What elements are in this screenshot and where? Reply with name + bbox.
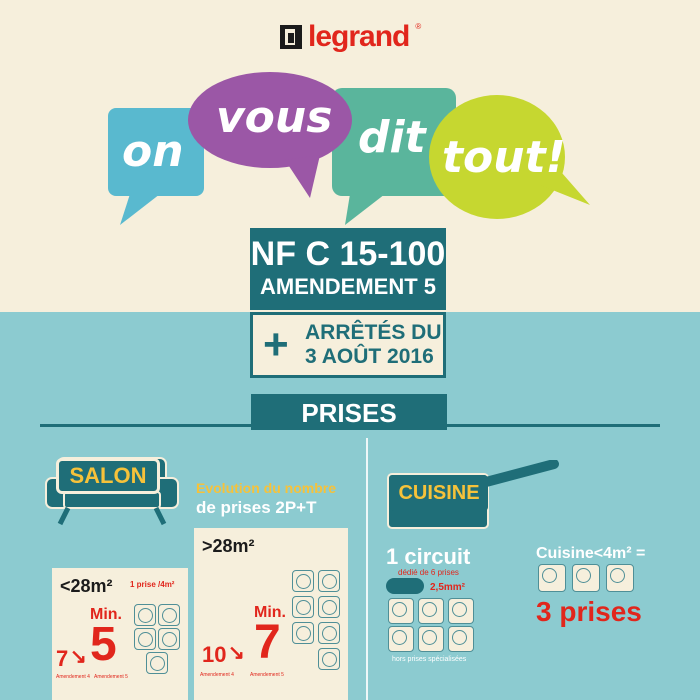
evolution-line1: Evolution du nombre: [196, 480, 336, 496]
norm-title: NF C 15-100: [250, 235, 446, 273]
word-on: on: [122, 126, 184, 177]
big-min-value: 7: [254, 616, 281, 669]
logo-text: legrand: [308, 20, 410, 53]
big-foot-left: Amendement 4: [200, 672, 234, 678]
bubble-tout: [429, 95, 590, 219]
bubble-dit: [332, 88, 456, 225]
outlet-icon: [388, 626, 414, 652]
outlet-icon: [448, 626, 474, 652]
outlet-icon: [292, 622, 314, 644]
outlet-icon: [158, 628, 180, 650]
word-dit: dit: [358, 112, 426, 163]
small-area: <28m²: [60, 576, 113, 596]
small-foot-right: Amendement 5: [94, 674, 128, 680]
cuisine-circuit-outlets: [388, 598, 480, 654]
bubble-vous: [188, 72, 352, 198]
small-arrow-icon: ↘: [70, 646, 87, 668]
salon-label: SALON: [56, 458, 160, 494]
small-rule: 1 prise /4m²: [130, 580, 175, 589]
word-vous: vous: [216, 92, 333, 143]
norm-title-box: NF C 15-100 AMENDEMENT 5: [250, 228, 446, 310]
salon-big-card: >28m² Min. 7 10 ↘ Amendement 4 Amendemen…: [194, 528, 348, 700]
vertical-divider: [366, 438, 368, 700]
outlet-icon: [388, 598, 414, 624]
word-tout: tout!: [442, 132, 566, 183]
logo-mark-icon: [280, 25, 302, 49]
arretes-line1: ARRÊTÉS DU: [305, 321, 442, 344]
outlet-icon: [292, 570, 314, 592]
small-kitchen-outlets: [538, 564, 638, 594]
bubble-on: [108, 108, 204, 225]
arretes-line2: 3 AOÛT 2016: [305, 345, 434, 368]
evolution-line2: de prises 2P+T: [196, 498, 317, 517]
big-arrow-icon: ↘: [228, 642, 245, 664]
outlet-icon: [418, 626, 444, 652]
outlet-icon: [448, 598, 474, 624]
big-area: >28m²: [202, 536, 255, 556]
arretes-text: ARRÊTÉS DU 3 AOÛT 2016: [305, 321, 442, 369]
small-min-label: Min.: [90, 606, 122, 623]
big-min-label: Min.: [254, 604, 286, 621]
salon-small-card: <28m² 1 prise /4m² Min. 5 7 ↘ Amendement…: [52, 568, 188, 700]
outlet-icon: [572, 564, 600, 592]
section-prises-title: PRISES: [251, 394, 447, 430]
legrand-logo: legrand ®: [280, 20, 421, 54]
circuit-sub: dédié de 6 prises: [398, 568, 459, 577]
arretes-box: + ARRÊTÉS DU 3 AOÛT 2016: [250, 312, 446, 378]
outlet-icon: [318, 622, 340, 644]
circuit-title: 1 circuit: [386, 544, 471, 569]
outlet-icon: [134, 628, 156, 650]
small-old-value: 7: [56, 646, 69, 671]
small-min-value: 5: [90, 618, 117, 671]
three-prises: 3 prises: [536, 596, 642, 627]
big-old-value: 10: [202, 642, 227, 667]
hors-prises-note: hors prises spécialisées: [392, 656, 467, 663]
outlet-icon: [418, 598, 444, 624]
norm-subtitle: AMENDEMENT 5: [259, 274, 436, 299]
outlet-icon: [134, 604, 156, 626]
small-foot-left: Amendement 4: [56, 674, 90, 680]
logo-registered: ®: [415, 22, 422, 31]
outlet-icon: [318, 648, 340, 670]
outlet-icon: [318, 570, 340, 592]
speech-bubbles: [108, 72, 590, 225]
outlet-icon: [606, 564, 634, 592]
cuisine-label: CUISINE: [390, 475, 488, 511]
cable-icon: [386, 578, 424, 594]
outlet-icon: [538, 564, 566, 592]
small-kitchen-label: Cuisine<4m² =: [536, 545, 646, 562]
plus-icon: +: [263, 320, 289, 369]
cable-section: 2,5mm²: [430, 582, 466, 593]
outlet-icon: [146, 652, 168, 674]
outlet-icon: [158, 604, 180, 626]
outlet-icon: [292, 596, 314, 618]
outlet-icon: [318, 596, 340, 618]
big-foot-right: Amendement 5: [250, 672, 284, 678]
